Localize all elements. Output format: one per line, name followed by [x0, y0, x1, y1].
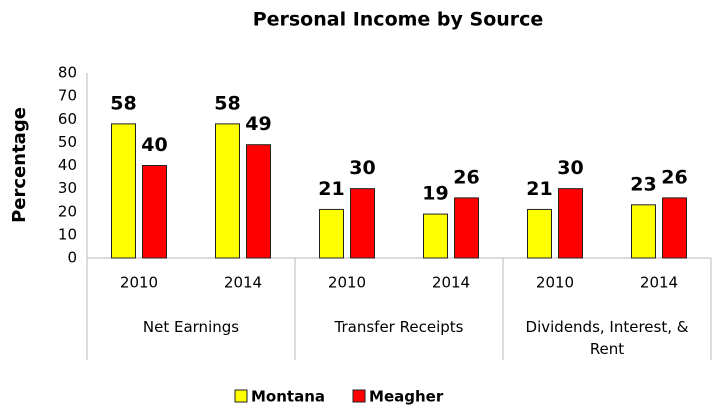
y-tick-label: 10	[58, 225, 77, 243]
bar	[319, 208, 344, 259]
y-tick-label: 40	[58, 156, 77, 174]
x-tick-label: 2014	[224, 274, 262, 292]
bar	[142, 165, 167, 259]
y-tick-label: 0	[67, 249, 77, 267]
value-label: 21	[526, 178, 552, 200]
value-label: 49	[245, 113, 271, 135]
group-label: Dividends, Interest, & Rent	[525, 318, 689, 358]
x-tick-label: 2010	[328, 274, 366, 292]
y-tick-label: 20	[58, 202, 77, 220]
value-label: 30	[349, 157, 375, 179]
y-tick-label: 50	[58, 133, 77, 151]
bar	[215, 123, 240, 259]
value-label: 23	[630, 173, 656, 195]
x-tick-label: 2010	[536, 274, 574, 292]
value-label: 40	[141, 134, 167, 156]
value-label: 19	[422, 183, 448, 205]
bar	[558, 188, 583, 259]
value-label: 58	[214, 92, 240, 114]
bar	[454, 197, 479, 259]
bar	[350, 188, 375, 259]
y-tick-label: 70	[58, 87, 77, 105]
bar	[631, 204, 656, 259]
bar	[111, 123, 136, 259]
group-label: Transfer Receipts	[334, 318, 464, 336]
chart-title: Personal Income by Source	[253, 9, 544, 31]
y-tick-label: 80	[58, 64, 77, 82]
bar	[246, 144, 271, 259]
bar	[662, 197, 687, 259]
x-tick-label: 2014	[640, 274, 678, 292]
legend-label: Meagher	[369, 388, 444, 406]
legend-swatch	[234, 389, 248, 403]
x-tick-label: 2014	[432, 274, 470, 292]
value-label: 21	[318, 178, 344, 200]
value-label: 26	[453, 166, 479, 188]
x-tick-label: 2010	[120, 274, 158, 292]
legend-swatch	[352, 389, 366, 403]
value-label: 58	[110, 92, 136, 114]
legend-label: Montana	[251, 388, 325, 406]
value-label: 30	[557, 157, 583, 179]
y-tick-label: 60	[58, 110, 77, 128]
y-axis-label: Percentage	[9, 107, 30, 223]
bar	[423, 213, 448, 259]
bar	[527, 208, 552, 259]
value-label: 26	[661, 166, 687, 188]
y-tick-label: 30	[58, 179, 77, 197]
group-label: Net Earnings	[142, 318, 240, 336]
